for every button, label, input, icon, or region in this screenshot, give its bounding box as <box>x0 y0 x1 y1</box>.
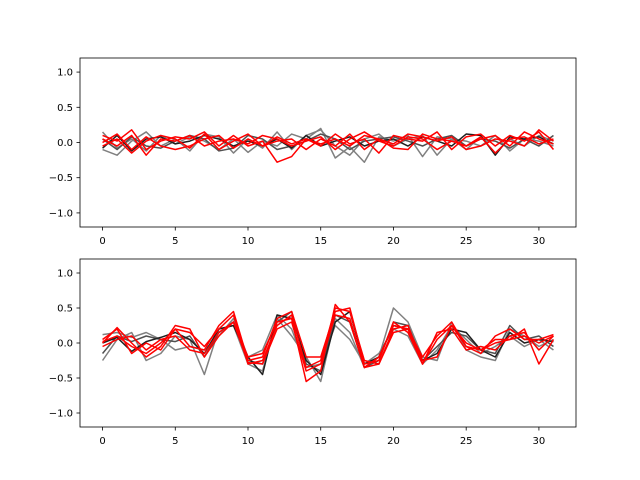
y-tick-label: 1.0 <box>57 68 73 79</box>
y-tick-label: 0.5 <box>57 103 73 114</box>
y-tick-label: −0.5 <box>49 173 73 184</box>
x-tick-label: 5 <box>172 436 178 447</box>
x-tick-label: 10 <box>242 436 255 447</box>
series-line-6 <box>102 307 554 365</box>
y-tick-label: −1.0 <box>49 409 73 420</box>
series-line-7 <box>102 314 554 372</box>
y-tick-label: 0.5 <box>57 304 73 315</box>
x-tick-label: 5 <box>172 236 178 247</box>
x-tick-label: 25 <box>460 236 473 247</box>
subplot-bottom: 0 5 10 15 20 25 30 −1.0 −0.5 0.0 0.5 1.0 <box>49 258 577 447</box>
x-tick-label: 20 <box>387 236 400 247</box>
x-tick-label: 25 <box>460 436 473 447</box>
y-tick-label: 0.0 <box>57 339 73 350</box>
series-line-7 <box>102 129 554 154</box>
x-tick-label: 30 <box>533 236 546 247</box>
subplot-top: 0 5 10 15 20 25 30 −1.0 −0.5 0.0 0.5 1.0 <box>49 57 577 247</box>
y-tick-label: −0.5 <box>49 374 73 385</box>
x-tick-label: 15 <box>314 436 327 447</box>
x-tick-label: 0 <box>99 236 105 247</box>
x-tick-label: 10 <box>242 236 255 247</box>
series-line-4 <box>102 129 555 163</box>
x-tick-label: 30 <box>533 436 546 447</box>
y-tick-label: 1.0 <box>57 269 73 280</box>
y-tick-label: 0.0 <box>57 138 73 149</box>
x-tick-label: 15 <box>314 236 327 247</box>
x-tick-label: 0 <box>99 436 105 447</box>
y-tick-label: −1.0 <box>49 208 73 219</box>
x-tick-label: 20 <box>387 436 400 447</box>
